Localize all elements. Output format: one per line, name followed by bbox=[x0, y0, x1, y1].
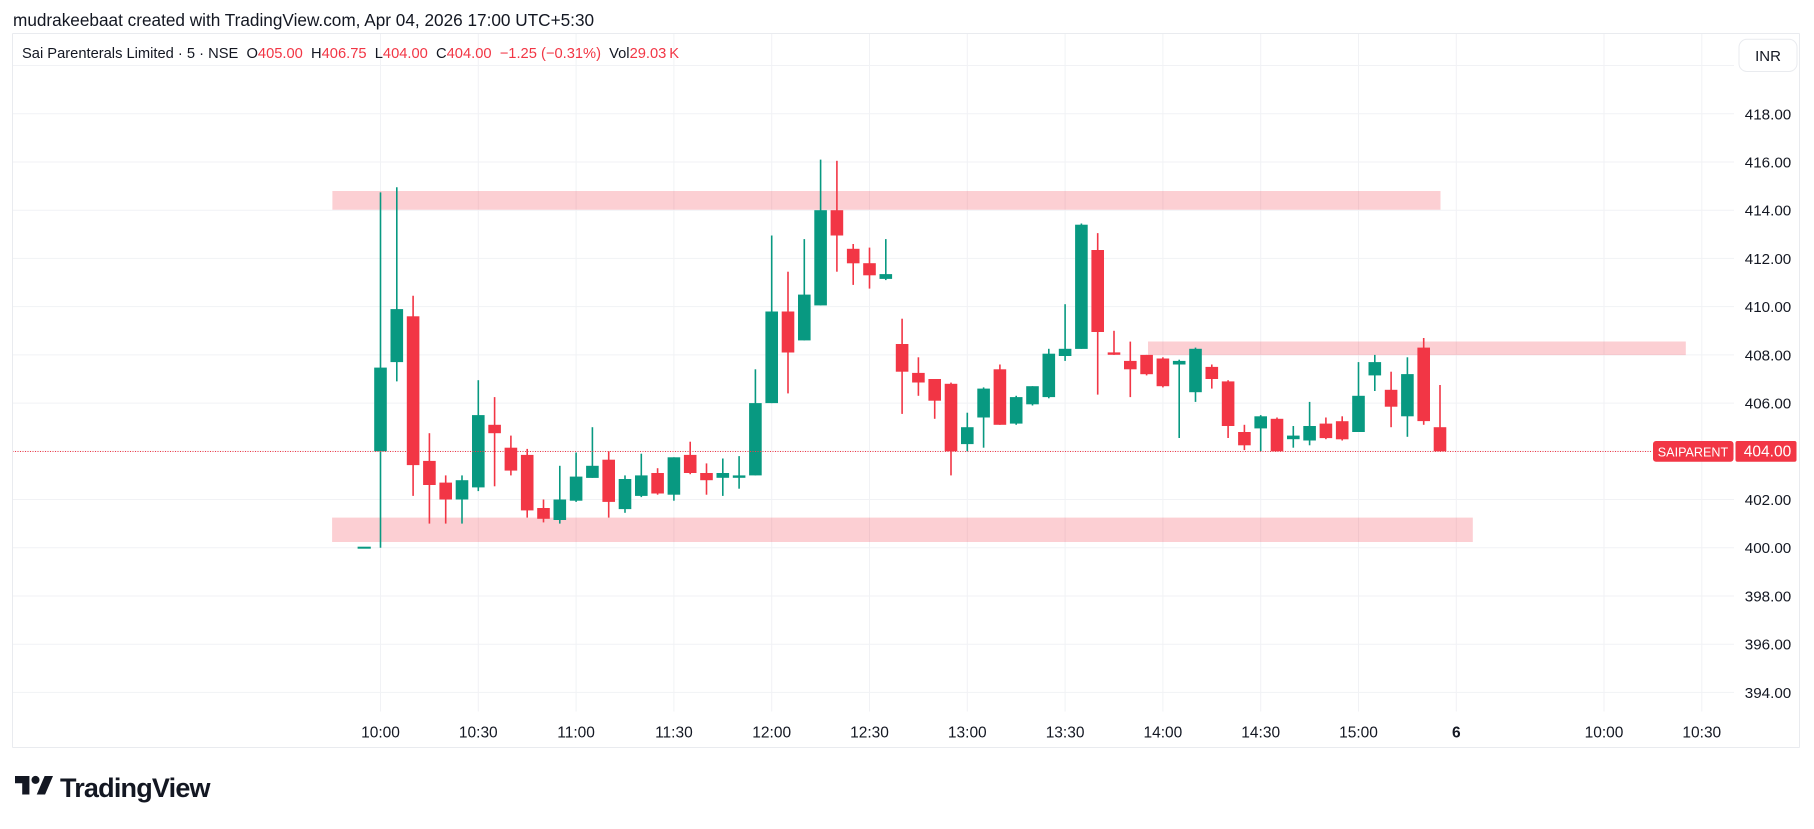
svg-text:13:00: 13:00 bbox=[948, 725, 987, 742]
svg-text:410.00: 410.00 bbox=[1745, 299, 1791, 316]
svg-text:404.00: 404.00 bbox=[1744, 443, 1792, 460]
svg-text:414.00: 414.00 bbox=[1745, 203, 1791, 220]
svg-text:12:00: 12:00 bbox=[752, 725, 791, 742]
svg-text:TradingView: TradingView bbox=[60, 773, 212, 803]
svg-text:10:00: 10:00 bbox=[1585, 725, 1624, 742]
svg-text:10:00: 10:00 bbox=[361, 725, 400, 742]
svg-text:14:00: 14:00 bbox=[1144, 725, 1183, 742]
svg-text:412.00: 412.00 bbox=[1745, 251, 1791, 268]
svg-text:12:30: 12:30 bbox=[850, 725, 889, 742]
svg-text:406.00: 406.00 bbox=[1745, 396, 1791, 413]
svg-text:402.00: 402.00 bbox=[1745, 492, 1791, 509]
svg-text:6: 6 bbox=[1452, 725, 1461, 742]
svg-text:398.00: 398.00 bbox=[1745, 589, 1791, 606]
svg-text:416.00: 416.00 bbox=[1745, 155, 1791, 172]
svg-text:400.00: 400.00 bbox=[1745, 540, 1791, 557]
svg-text:10:30: 10:30 bbox=[1682, 725, 1721, 742]
svg-text:INR: INR bbox=[1755, 48, 1781, 65]
svg-text:11:00: 11:00 bbox=[557, 725, 595, 742]
svg-text:10:30: 10:30 bbox=[459, 725, 498, 742]
svg-text:408.00: 408.00 bbox=[1745, 347, 1791, 364]
svg-text:11:30: 11:30 bbox=[655, 725, 693, 742]
svg-text:418.00: 418.00 bbox=[1745, 106, 1791, 123]
svg-text:14:30: 14:30 bbox=[1241, 725, 1280, 742]
svg-text:394.00: 394.00 bbox=[1745, 685, 1791, 702]
svg-text:13:30: 13:30 bbox=[1046, 725, 1085, 742]
svg-text:SAIPARENT: SAIPARENT bbox=[1658, 445, 1729, 459]
svg-text:15:00: 15:00 bbox=[1339, 725, 1378, 742]
svg-text:396.00: 396.00 bbox=[1745, 637, 1791, 654]
